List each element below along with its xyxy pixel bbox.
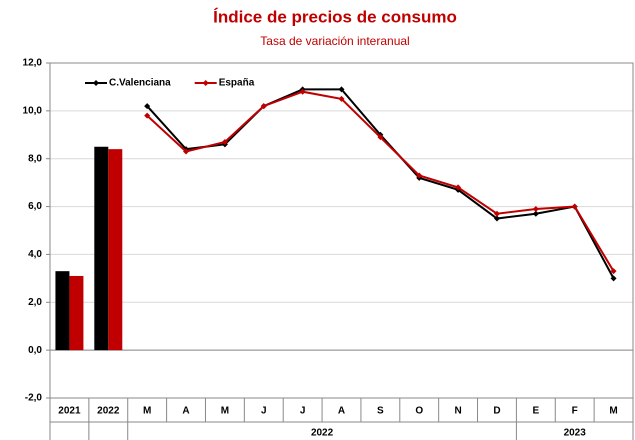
bar <box>69 275 84 351</box>
marker <box>377 134 384 141</box>
marker <box>571 203 578 210</box>
x-tick-label: A <box>182 406 189 417</box>
y-tick-label: 0,0 <box>28 345 42 356</box>
bar <box>94 146 109 351</box>
line <box>146 90 615 272</box>
group-label: 2022 <box>311 428 334 439</box>
x-tick-label: S <box>377 406 384 417</box>
marker <box>493 215 500 222</box>
x-tick-label: D <box>493 406 500 417</box>
marker <box>532 205 539 212</box>
marker <box>493 210 500 217</box>
marker <box>299 88 306 95</box>
marker <box>221 138 228 145</box>
x-tick-label: N <box>454 406 461 417</box>
chart-title: Índice de precios de consumo <box>213 7 457 26</box>
x-tick-label: J <box>261 406 267 417</box>
marker <box>338 86 345 93</box>
marker <box>183 148 190 155</box>
y-tick-label: 12,0 <box>23 58 43 69</box>
x-tick-label: J <box>300 406 306 417</box>
x-tick-label: O <box>415 406 423 417</box>
x-tick-label: A <box>338 406 345 417</box>
group-label: 2023 <box>564 428 587 439</box>
legend-marker <box>93 80 99 86</box>
x-tick-label: M <box>609 406 617 417</box>
marker <box>338 95 345 102</box>
marker <box>532 210 539 217</box>
y-tick-label: 10,0 <box>23 105 43 116</box>
marker <box>260 103 267 110</box>
marker <box>610 268 617 275</box>
y-tick-label: 4,0 <box>28 249 42 260</box>
marker <box>610 275 617 282</box>
x-tick-label: 2021 <box>58 406 81 417</box>
marker <box>416 172 423 179</box>
y-tick-label: 2,0 <box>28 297 42 308</box>
marker <box>144 103 151 110</box>
y-tick-label: 8,0 <box>28 153 42 164</box>
marker <box>144 112 151 119</box>
x-tick-label: F <box>572 406 578 417</box>
y-tick-label: 6,0 <box>28 201 42 212</box>
x-tick-label: 2022 <box>97 406 120 417</box>
x-tick-label: M <box>143 406 151 417</box>
x-tick-label: E <box>532 406 539 417</box>
legend-marker <box>202 80 209 86</box>
chart-subtitle: Tasa de variación interanual <box>260 34 409 48</box>
legend-label: España <box>219 78 255 89</box>
marker <box>455 184 462 191</box>
bar <box>55 271 70 351</box>
plot-border <box>49 62 634 399</box>
y-tick-label: -2,0 <box>25 393 43 404</box>
x-tick-label: M <box>221 406 229 417</box>
legend-label: C.Valenciana <box>109 78 171 89</box>
bar <box>108 149 123 351</box>
line <box>146 88 615 279</box>
